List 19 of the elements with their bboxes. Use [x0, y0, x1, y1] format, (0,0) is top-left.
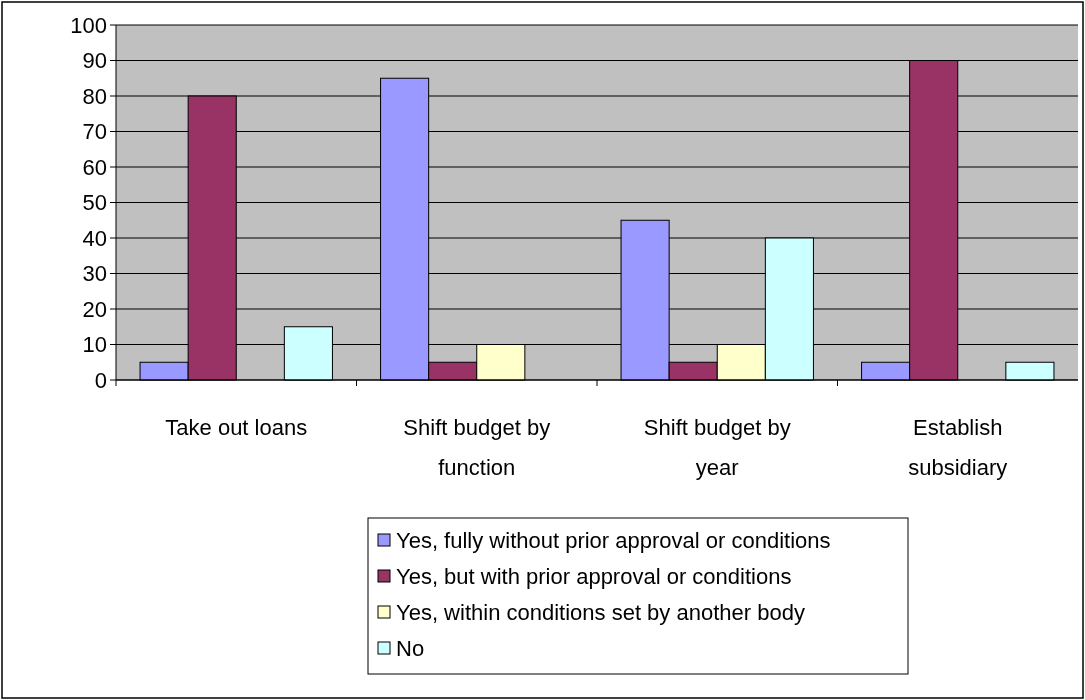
y-tick-label: 70 — [82, 119, 107, 145]
y-tick-label: 90 — [82, 48, 107, 74]
y-tick-label: 40 — [82, 225, 107, 251]
x-tick-label: Take out loans — [165, 415, 308, 440]
y-tick-label: 100 — [70, 12, 107, 38]
y-tick-label: 60 — [82, 154, 107, 180]
legend-label: Yes, but with prior approval or conditions — [396, 563, 792, 589]
y-tick-label: 20 — [82, 296, 107, 322]
x-tick-label: Shift budget by year — [643, 415, 791, 480]
y-tick-label: 80 — [82, 83, 107, 109]
legend-label: Yes, within conditions set by another body — [396, 599, 805, 625]
legend-label: No — [396, 635, 425, 661]
y-tick-label: 10 — [82, 332, 107, 358]
y-tick-label: 50 — [82, 190, 107, 216]
x-tick-label: Shift budget by function — [403, 415, 551, 480]
y-tick-label: 0 — [94, 367, 107, 393]
legend-label: Yes, fully without prior approval or conditions — [396, 527, 831, 553]
y-tick-label: 30 — [82, 261, 107, 287]
x-tick-label: Establish subsidiary — [908, 415, 1008, 480]
